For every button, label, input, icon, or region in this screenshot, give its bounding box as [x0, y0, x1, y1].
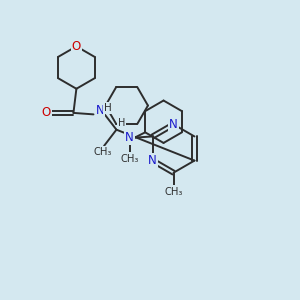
Text: N: N	[96, 104, 104, 117]
Text: O: O	[72, 40, 81, 53]
Text: CH₃: CH₃	[121, 154, 139, 164]
Text: N: N	[125, 131, 134, 144]
Text: O: O	[42, 106, 51, 119]
Text: CH₃: CH₃	[164, 187, 183, 196]
Text: N: N	[169, 118, 178, 131]
Text: H: H	[118, 118, 125, 128]
Text: CH₃: CH₃	[93, 147, 112, 158]
Text: H: H	[104, 103, 112, 113]
Text: N: N	[148, 154, 157, 167]
